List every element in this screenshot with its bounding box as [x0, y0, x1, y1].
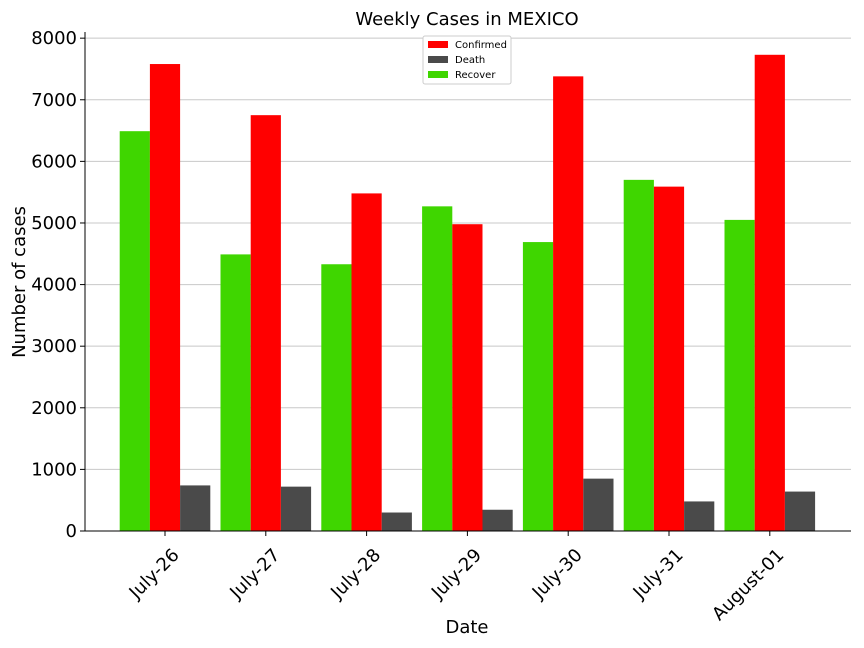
- bar-death-july-27: [280, 486, 312, 531]
- bar-death-july-26: [180, 485, 211, 531]
- y-axis-title: Number of cases: [9, 206, 30, 358]
- bar-recover-july-30: [522, 242, 554, 531]
- legend-label-death: Death: [455, 55, 485, 66]
- y-tick-label: 3000: [31, 336, 77, 357]
- bar-confirmed-july-28: [351, 193, 382, 531]
- x-tick-label: July-31: [629, 545, 688, 604]
- bars: [119, 54, 816, 532]
- bar-confirmed-july-30: [553, 76, 584, 531]
- x-tick-label: July-29: [427, 545, 486, 604]
- bar-recover-july-28: [321, 264, 352, 531]
- x-ticks: July-26 July-27 July-28 July-29 July-30 July-…: [125, 531, 788, 625]
- bar-death-august-01: [784, 491, 816, 531]
- bar-confirmed-july-29: [452, 224, 483, 532]
- legend-swatch-recover: [428, 71, 448, 78]
- legend-swatch-confirmed: [428, 41, 448, 48]
- y-tick-label: 5000: [31, 213, 77, 234]
- legend: Confirmed Death Recover: [422, 35, 512, 85]
- bar-recover-july-29: [422, 206, 453, 531]
- x-tick-label: July-27: [225, 545, 284, 604]
- y-ticks: 0 1000 2000 3000 4000 5000 6000 7000 8000: [31, 28, 85, 542]
- y-tick-label: 6000: [31, 151, 77, 172]
- x-tick-label: July-28: [326, 545, 385, 604]
- bar-recover-july-26: [119, 131, 150, 531]
- bar-death-july-29: [482, 509, 513, 531]
- bar-confirmed-august-01: [754, 54, 785, 532]
- x-axis-title: Date: [445, 617, 488, 638]
- x-tick-label: July-26: [125, 545, 184, 604]
- y-tick-label: 4000: [31, 275, 77, 296]
- y-tick-label: 8000: [31, 28, 77, 49]
- x-tick-label: August-01: [708, 545, 788, 625]
- axes: [84, 32, 851, 532]
- bar-confirmed-july-26: [149, 64, 181, 531]
- bar-death-july-28: [381, 512, 412, 531]
- y-tick-label: 0: [66, 521, 77, 542]
- bar-recover-august-01: [724, 219, 755, 531]
- y-tick-label: 7000: [31, 90, 77, 111]
- legend-swatch-death: [428, 56, 448, 63]
- bar-confirmed-july-31: [653, 186, 685, 531]
- bar-recover-july-27: [220, 254, 251, 531]
- x-tick-label: July-30: [528, 545, 587, 604]
- y-tick-label: 2000: [31, 398, 77, 419]
- bar-recover-july-31: [623, 179, 654, 531]
- legend-label-confirmed: Confirmed: [455, 40, 507, 51]
- bar-death-july-30: [583, 478, 614, 531]
- bar-confirmed-july-27: [250, 115, 281, 532]
- y-tick-label: 1000: [31, 459, 77, 480]
- legend-label-recover: Recover: [455, 70, 496, 81]
- bar-death-july-31: [684, 501, 715, 531]
- chart-title: Weekly Cases in MEXICO: [355, 9, 578, 30]
